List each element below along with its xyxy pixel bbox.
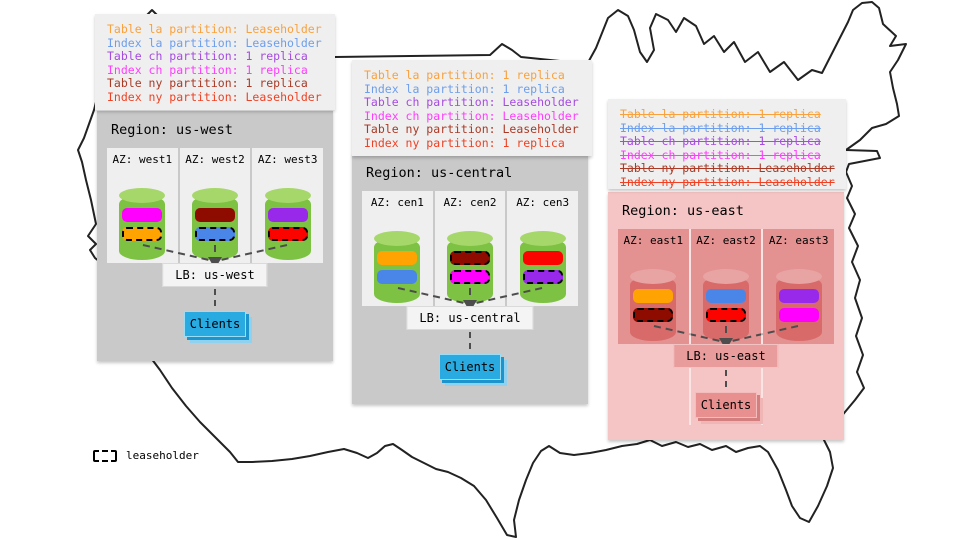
az-label: AZ: west2 [185, 153, 245, 166]
az-panel-east2: AZ: east2 [690, 229, 762, 344]
az-panel-west3: AZ: west3 [252, 148, 324, 263]
cylinder-top [703, 269, 749, 284]
leaseholder-key: leaseholder [93, 449, 199, 462]
legend-line: Table ch partition: 1 replica [107, 49, 308, 63]
db-node-cylinder [703, 269, 749, 341]
partition-bar [195, 208, 235, 222]
cylinder-top [192, 188, 238, 203]
partition-bar [122, 208, 163, 222]
legend-line: Table la partition: Leaseholder [107, 22, 322, 36]
legend-line: Index ch partition: 1 replica [620, 147, 821, 162]
load-balancer-us-west: LB: us-west [162, 263, 268, 287]
legend-line: Index ch partition: 1 replica [107, 62, 308, 77]
cylinder-top [264, 188, 311, 203]
cylinder-top [374, 231, 421, 246]
partition-bar [267, 208, 308, 222]
legend-line: Table ny partition: Leaseholder [620, 161, 835, 175]
partition-bar [633, 289, 674, 303]
partition-bar [377, 270, 418, 284]
partition-bar [522, 251, 563, 265]
legend-line: Index ch partition: Leaseholder [364, 108, 579, 123]
partition-bar [377, 251, 418, 265]
az-row: AZ: cen1 AZ: cen2 [362, 191, 579, 306]
legend-line: Table ny partition: Leaseholder [364, 122, 579, 136]
partition-bar [450, 251, 490, 265]
region-us-central: Region: us-central AZ: cen1 AZ: cen2 [352, 154, 588, 404]
legend-line: Table ny partition: 1 replica [107, 76, 308, 90]
legend-line: Index la partition: Leaseholder [107, 35, 322, 50]
az-label: AZ: cen3 [516, 196, 570, 209]
db-node-cylinder [374, 231, 421, 303]
az-panel-west1: AZ: west1 [107, 148, 178, 263]
db-node-cylinder [519, 231, 566, 303]
db-node-cylinder [775, 269, 822, 341]
az-row: AZ: east1 AZ: east2 [618, 229, 835, 344]
leaseholder-swatch-icon [93, 449, 117, 462]
legend-line: Index la partition: 1 replica [620, 120, 821, 135]
legend-line: Index ny partition: 1 replica [364, 135, 565, 150]
leaseholder-key-label: leaseholder [126, 449, 199, 462]
region-title: Region: us-east [622, 203, 744, 219]
partition-bar [706, 308, 746, 322]
clients-us-central: Clients [439, 354, 501, 380]
region-us-west: Region: us-west AZ: west1 AZ: west2 [97, 111, 333, 361]
az-label: AZ: cen2 [443, 196, 497, 209]
az-label: AZ: west1 [112, 153, 173, 166]
partition-bar [778, 289, 819, 303]
legend-line: Table la partition: 1 replica [364, 68, 565, 82]
partition-bar [267, 227, 308, 241]
partition-legend-us-central: Table la partition: 1 replica Index la p… [352, 60, 592, 156]
clients-us-west: Clients [184, 311, 246, 337]
partition-bar [450, 270, 490, 284]
az-separator-line [761, 229, 763, 425]
partition-bar [195, 227, 235, 241]
cylinder-top [775, 269, 822, 284]
partition-bar [778, 308, 819, 322]
region-title: Region: us-west [111, 122, 233, 138]
db-node-cylinder [192, 188, 238, 260]
az-panel-cen3: AZ: cen3 [507, 191, 579, 306]
partition-bar [522, 270, 563, 284]
az-panel-cen1: AZ: cen1 [362, 191, 433, 306]
legend-line: Index la partition: 1 replica [364, 81, 565, 96]
az-panel-west2: AZ: west2 [179, 148, 251, 263]
az-separator-line [689, 229, 691, 425]
cylinder-top [119, 188, 166, 203]
clients-us-east: Clients [695, 392, 757, 418]
az-label: AZ: east3 [768, 234, 829, 247]
load-balancer-us-east: LB: us-east [673, 344, 779, 368]
az-row: AZ: west1 AZ: west2 [107, 148, 324, 263]
legend-line: Index ny partition: Leaseholder [107, 89, 322, 104]
cylinder-top [447, 231, 493, 246]
partition-legend-us-west: Table la partition: Leaseholder Index la… [95, 14, 335, 110]
legend-line: Index ny partition: Leaseholder [620, 174, 835, 189]
db-node-cylinder [264, 188, 311, 260]
az-label: AZ: west3 [257, 153, 318, 166]
load-balancer-us-central: LB: us-central [406, 306, 534, 330]
db-node-cylinder [447, 231, 493, 303]
legend-line: Table la partition: 1 replica [620, 107, 821, 121]
az-label: AZ: cen1 [370, 196, 424, 209]
az-panel-east3: AZ: east3 [763, 229, 835, 344]
legend-line: Table ch partition: Leaseholder [364, 95, 579, 109]
partition-bar [706, 289, 746, 303]
region-title: Region: us-central [366, 165, 513, 181]
partition-bar [122, 227, 163, 241]
az-panel-cen2: AZ: cen2 [434, 191, 506, 306]
region-us-east: Region: us-east AZ: east1 AZ: east2 [608, 192, 844, 440]
legend-line: Table ch partition: 1 replica [620, 134, 821, 148]
cylinder-top [630, 269, 677, 284]
db-node-cylinder [119, 188, 166, 260]
az-label: AZ: east2 [696, 234, 756, 247]
db-node-cylinder [630, 269, 677, 341]
cylinder-top [519, 231, 566, 246]
partition-legend-us-east: Table la partition: 1 replica Index la p… [608, 99, 846, 189]
partition-bar [633, 308, 674, 322]
az-label: AZ: east1 [623, 234, 684, 247]
az-panel-east1: AZ: east1 [618, 229, 689, 344]
